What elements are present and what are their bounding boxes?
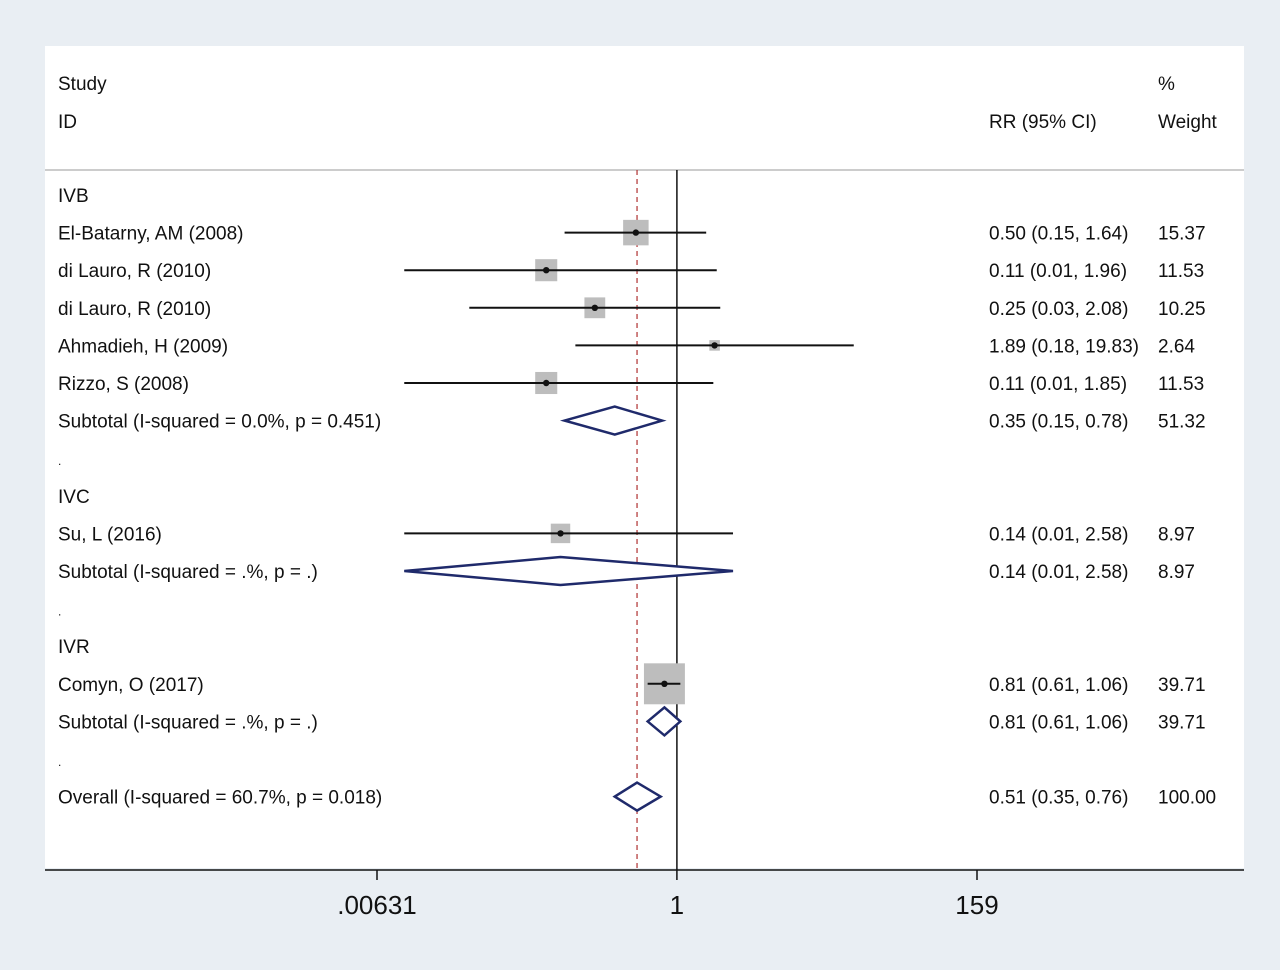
row-group: IVB	[58, 186, 89, 207]
row-label: Subtotal (I-squared = .%, p = .)	[58, 562, 318, 583]
row-label: di Lauro, R (2010)	[58, 261, 211, 282]
point-estimate	[632, 229, 640, 236]
row-label: Rizzo, S (2008)	[58, 374, 189, 395]
row-weight: 8.97	[1158, 524, 1195, 545]
subtotal-diamond	[559, 405, 667, 436]
point-estimate	[711, 342, 718, 349]
row-label: Ahmadieh, H (2009)	[58, 336, 228, 357]
plot-layer	[636, 170, 678, 870]
row-subtotal: Subtotal (I-squared = .%, p = .) 0.14 (0.…	[58, 555, 1195, 587]
row-label: .	[58, 605, 61, 619]
subtotal-diamond	[645, 705, 683, 738]
x-tick-label: 1	[670, 890, 684, 920]
x-tick-label: 159	[955, 890, 998, 920]
row-study: Ahmadieh, H (2009) 1.89 (0.18, 19.83) 2.64	[58, 336, 1195, 357]
point-estimate	[543, 267, 550, 274]
row-label: Overall (I-squared = 60.7%, p = 0.018)	[58, 788, 382, 809]
row-study: Su, L (2016) 0.14 (0.01, 2.58) 8.97	[58, 523, 1195, 545]
row-ci-text: 1.89 (0.18, 19.83)	[989, 336, 1139, 357]
row-label: IVC	[58, 487, 90, 508]
point-estimate	[557, 530, 564, 537]
row-ci-text: 0.35 (0.15, 0.78)	[989, 412, 1128, 433]
row-label: Su, L (2016)	[58, 524, 162, 545]
row-label: .	[58, 755, 61, 769]
row-label: Comyn, O (2017)	[58, 675, 204, 696]
row-label: IVR	[58, 637, 90, 658]
row-weight: 8.97	[1158, 562, 1195, 583]
row-spacer: .	[58, 454, 61, 468]
row-subtotal: Subtotal (I-squared = .%, p = .) 0.81 (0.…	[58, 705, 1206, 738]
rows-layer: IVB El-Batarny, AM (2008) 0.50 (0.15, 1.64…	[58, 186, 1216, 813]
row-ci-text: 0.50 (0.15, 1.64)	[989, 224, 1128, 245]
header-study: Study	[58, 74, 107, 95]
row-overall: Overall (I-squared = 60.7%, p = 0.018) 0.…	[58, 781, 1216, 813]
row-label: IVB	[58, 186, 89, 207]
row-spacer: .	[58, 755, 61, 769]
row-label: El-Batarny, AM (2008)	[58, 224, 244, 245]
row-ci-text: 0.11 (0.01, 1.96)	[989, 261, 1127, 282]
point-estimate	[591, 304, 599, 311]
row-weight: 39.71	[1158, 675, 1206, 696]
row-ci-text: 0.51 (0.35, 0.76)	[989, 788, 1128, 809]
row-group: IVR	[58, 637, 90, 658]
row-weight: 39.71	[1158, 712, 1206, 733]
row-label: .	[58, 454, 61, 468]
row-ci-text: 0.14 (0.01, 2.58)	[989, 524, 1128, 545]
point-estimate	[543, 379, 550, 387]
row-weight: 51.32	[1158, 412, 1206, 433]
row-study: El-Batarny, AM (2008) 0.50 (0.15, 1.64) 15…	[58, 219, 1206, 246]
point-estimate	[661, 680, 668, 687]
subtotal-diamond	[404, 555, 734, 587]
row-subtotal: Subtotal (I-squared = 0.0%, p = 0.451) 0.…	[58, 405, 1206, 436]
row-label: Subtotal (I-squared = 0.0%, p = 0.451)	[58, 412, 381, 433]
row-ci-text: 0.81 (0.61, 1.06)	[989, 675, 1128, 696]
row-study: Rizzo, S (2008) 0.11 (0.01, 1.85) 11.53	[58, 371, 1204, 395]
row-label: di Lauro, R (2010)	[58, 299, 211, 320]
row-study: di Lauro, R (2010) 0.11 (0.01, 1.96) 11.53	[58, 259, 1204, 282]
header-ci: RR (95% CI)	[989, 112, 1097, 133]
row-ci-text: 0.14 (0.01, 2.58)	[989, 562, 1128, 583]
header-id: ID	[58, 112, 77, 133]
row-label: Subtotal (I-squared = .%, p = .)	[58, 712, 318, 733]
header-weight-percent: %	[1158, 74, 1175, 95]
row-weight: 11.53	[1158, 374, 1204, 395]
row-weight: 100.00	[1158, 788, 1216, 809]
row-ci-text: 0.81 (0.61, 1.06)	[989, 712, 1128, 733]
row-weight: 11.53	[1158, 261, 1204, 282]
row-weight: 15.37	[1158, 224, 1206, 245]
row-spacer: .	[58, 605, 61, 619]
row-group: IVC	[58, 487, 90, 508]
header-weight: Weight	[1158, 112, 1218, 133]
row-study: Comyn, O (2017) 0.81 (0.61, 1.06) 39.71	[58, 663, 1206, 705]
x-axis-ticks: .00631 1 159	[337, 870, 999, 920]
row-study: di Lauro, R (2010) 0.25 (0.03, 2.08) 10.25	[58, 297, 1206, 320]
row-ci-text: 0.11 (0.01, 1.85)	[989, 374, 1127, 395]
row-weight: 10.25	[1158, 299, 1206, 320]
row-ci-text: 0.25 (0.03, 2.08)	[989, 299, 1128, 320]
x-tick-label: .00631	[337, 890, 417, 920]
row-weight: 2.64	[1158, 336, 1195, 357]
overall-diamond	[612, 781, 664, 813]
plot-panel	[45, 46, 1244, 868]
